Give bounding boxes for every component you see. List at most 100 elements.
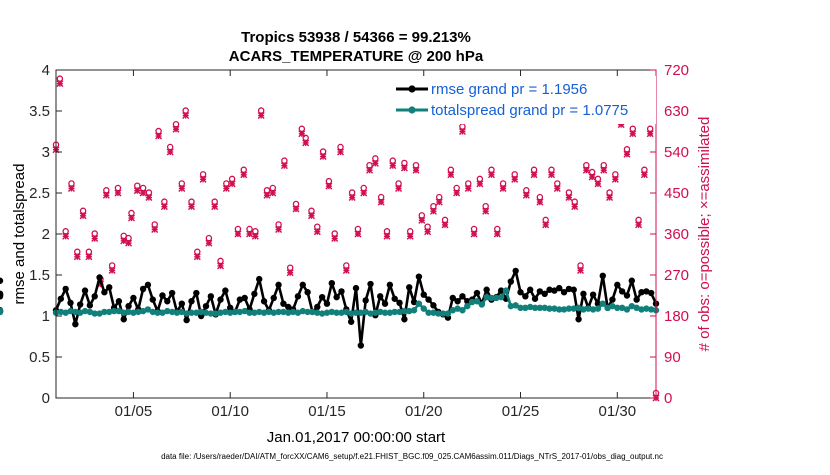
obs-assimilated-marker — [629, 130, 637, 138]
obs-assimilated-marker — [542, 221, 550, 229]
obs-assimilated-stroke — [139, 189, 147, 197]
rmse-point — [497, 287, 505, 294]
totalspread-point — [193, 309, 200, 316]
obs-assimilated-stroke — [600, 166, 608, 174]
totalspread-point — [149, 308, 156, 316]
obs-assimilated-marker — [499, 184, 507, 192]
obs-assimilated-marker — [383, 232, 391, 240]
obs-assimilated-marker — [348, 194, 356, 202]
obs-assimilated-marker — [160, 203, 168, 211]
totalspread-point — [323, 309, 331, 316]
obs-assimilated-marker — [102, 191, 110, 199]
obs-assimilated-stroke — [348, 194, 356, 202]
obs-assimilated-stroke — [522, 191, 530, 199]
totalspread-point — [493, 294, 500, 302]
totalspread-point — [144, 306, 152, 313]
obs-assimilated-stroke — [606, 194, 614, 202]
obs-assimilated-marker — [178, 184, 186, 192]
obs-assimilated-stroke — [635, 221, 643, 229]
obs-assimilated-marker — [424, 228, 432, 236]
obs-assimilated-stroke — [629, 130, 637, 138]
totalspread-point — [372, 309, 379, 316]
obs-assimilated-stroke — [424, 228, 432, 236]
totalspread-point — [449, 307, 456, 314]
y-left-tick-label: 2 — [42, 226, 50, 243]
totalspread-point — [256, 308, 263, 316]
obs-assimilated-marker — [127, 214, 135, 222]
totalspread-point — [101, 308, 108, 316]
obs-assimilated-marker — [565, 194, 573, 202]
obs-assimilated-marker — [151, 225, 159, 233]
obs-assimilated-marker — [366, 166, 374, 174]
rmse-point — [483, 286, 490, 293]
obs-assimilated-marker — [582, 166, 590, 174]
totalspread-point — [275, 308, 282, 316]
totalspread-point — [154, 309, 161, 316]
obs-assimilated-stroke — [623, 150, 631, 158]
totalspread-point — [294, 309, 302, 316]
obs-assimilated-stroke — [313, 228, 321, 236]
obs-assimilated-marker — [577, 266, 585, 274]
obs-assimilated-stroke — [160, 203, 168, 211]
obs-assimilated-stroke — [577, 266, 585, 274]
y-left-tick-label: 1 — [42, 308, 50, 325]
obs-assimilated-marker — [307, 212, 315, 220]
obs-assimilated-stroke — [108, 266, 116, 274]
obs-assimilated-stroke — [337, 148, 345, 156]
y-left-tick-label: 1.5 — [29, 267, 50, 284]
obs-assimilated-stroke — [611, 175, 619, 183]
totalspread-point — [468, 298, 476, 306]
rmse-point — [207, 293, 215, 300]
obs-assimilated-stroke — [257, 112, 265, 120]
obs-assimilated-stroke — [565, 194, 573, 202]
obs-assimilated-stroke — [73, 253, 81, 261]
obs-assimilated-stroke — [547, 171, 555, 179]
obs-assimilated-marker — [67, 184, 75, 192]
rmse-point — [541, 290, 548, 298]
obs-assimilated-marker — [125, 239, 133, 247]
rmse-point — [236, 296, 244, 303]
obs-assimilated-marker — [458, 128, 466, 135]
totalspread-point — [546, 305, 553, 312]
obs-assimilated-stroke — [166, 148, 174, 156]
obs-assimilated-stroke — [511, 175, 519, 183]
totalspread-point — [173, 309, 181, 316]
obs-assimilated-stroke — [418, 216, 426, 224]
totalspread-point — [309, 308, 316, 316]
obs-assimilated-marker — [441, 221, 449, 229]
obs-assimilated-stroke — [331, 235, 339, 243]
y-right-tick-label: 270 — [664, 267, 689, 284]
rmse-point — [67, 299, 74, 307]
x-tick-label: 01/25 — [502, 403, 540, 420]
obs-assimilated-marker — [337, 148, 345, 156]
totalspread-point — [362, 308, 369, 316]
totalspread-point — [565, 305, 573, 312]
totalspread-point — [139, 307, 147, 315]
obs-assimilated-marker — [286, 269, 294, 277]
rmse-point — [575, 316, 582, 323]
totalspread-point — [62, 309, 69, 316]
totalspread-point — [241, 307, 248, 315]
rmse-point — [304, 289, 311, 296]
rmse-point — [512, 267, 519, 275]
obs-assimilated-marker — [487, 171, 495, 179]
obs-assimilated-marker — [114, 189, 122, 197]
totalspread-point — [551, 305, 558, 312]
obs-assimilated-stroke — [493, 230, 501, 238]
obs-assimilated-marker — [280, 162, 288, 170]
obs-assimilated-marker — [406, 232, 414, 240]
y-right-tick-label: 180 — [664, 308, 689, 325]
obs-assimilated-marker — [611, 175, 619, 183]
rmse-point — [72, 321, 79, 328]
totalspread-point — [231, 308, 239, 316]
totalspread-point — [570, 305, 577, 312]
obs-assimilated-marker — [166, 148, 174, 156]
totalspread-point — [585, 305, 592, 312]
rmse-point — [294, 293, 302, 300]
totalspread-point — [76, 309, 84, 316]
obs-assimilated-marker — [325, 182, 333, 190]
obs-assimilated-marker — [133, 187, 141, 195]
obs-assimilated-marker — [240, 171, 248, 179]
rmse-point — [260, 298, 268, 305]
rmse-point — [376, 293, 384, 300]
